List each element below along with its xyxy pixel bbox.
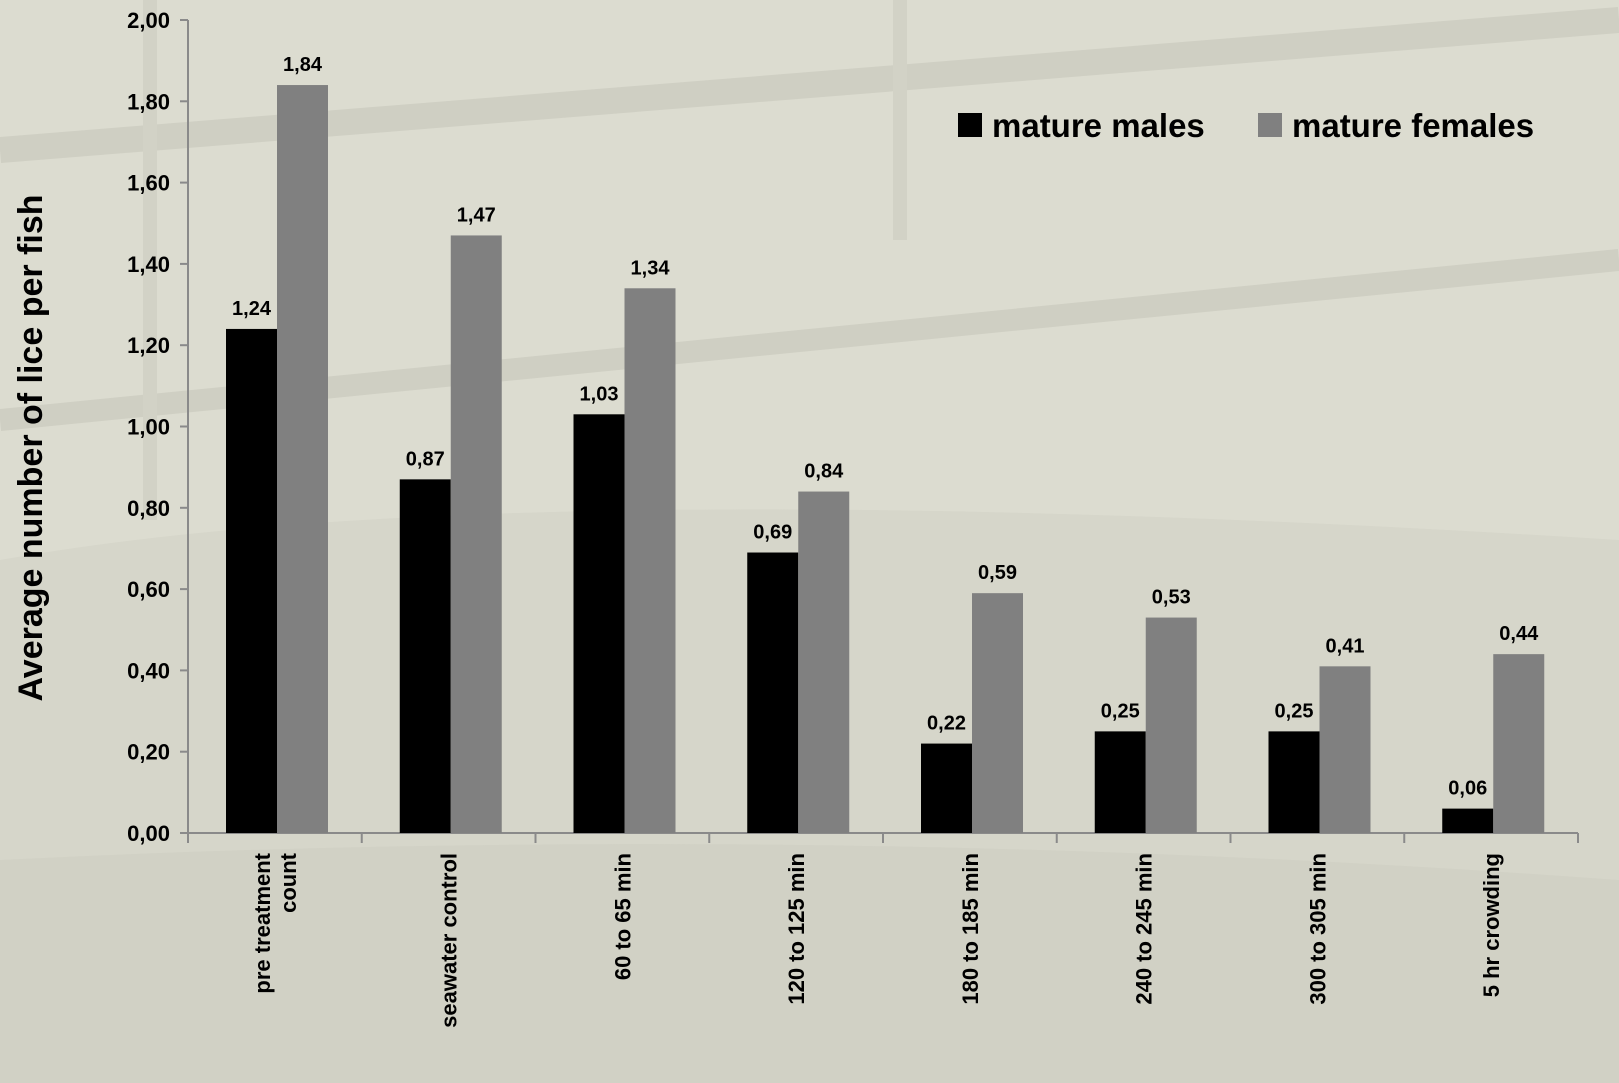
data-label: 0,44 bbox=[1499, 623, 1539, 645]
legend-swatch bbox=[1258, 113, 1282, 137]
data-label: 0,41 bbox=[1326, 635, 1365, 657]
data-label: 0,25 bbox=[1275, 700, 1314, 722]
legend: mature males mature females bbox=[958, 107, 1534, 144]
x-category-label: count bbox=[276, 852, 301, 913]
bar-mature-males bbox=[1442, 808, 1494, 833]
bar-mature-males bbox=[226, 328, 277, 833]
y-tick-label: 1,60 bbox=[127, 171, 170, 196]
bar-mature-males bbox=[573, 414, 625, 833]
bar-mature-females bbox=[798, 491, 850, 833]
legend-entry: mature females bbox=[1292, 107, 1534, 144]
y-tick-label: 0,40 bbox=[127, 658, 170, 683]
y-tick-label: 1,20 bbox=[127, 333, 170, 358]
data-label: 0,22 bbox=[927, 713, 966, 735]
data-label: 0,06 bbox=[1448, 778, 1487, 800]
x-category-label: 60 to 65 min bbox=[610, 853, 635, 980]
data-label: 0,69 bbox=[753, 522, 792, 544]
x-category-label: 180 to 185 min bbox=[958, 853, 983, 1005]
bar-mature-females bbox=[972, 593, 1023, 833]
x-category-label: 120 to 125 min bbox=[784, 853, 809, 1005]
data-label: 1,34 bbox=[631, 257, 671, 279]
bar-mature-females bbox=[450, 235, 502, 833]
data-label: 0,59 bbox=[978, 562, 1017, 584]
data-label: 0,25 bbox=[1101, 700, 1140, 722]
bar-mature-males bbox=[399, 479, 451, 833]
y-tick-label: 2,00 bbox=[127, 8, 170, 33]
data-label: 1,03 bbox=[580, 383, 619, 405]
plot-area: 0,00 0,20 0,40 0,60 0,80 1,00 1,20 1,40 1,60 1,80… bbox=[127, 8, 1579, 1028]
bar-mature-females bbox=[277, 85, 328, 834]
y-axis-label: Average number of lice per fish bbox=[12, 195, 50, 702]
y-tick-label: 1,40 bbox=[127, 252, 170, 277]
x-category-label: seawater control bbox=[437, 853, 462, 1028]
x-category-label: 5 hr crowding bbox=[1479, 853, 1504, 997]
bar-mature-males bbox=[921, 743, 972, 833]
x-category-label: pre treatment bbox=[250, 852, 275, 993]
bar-mature-males bbox=[747, 552, 799, 833]
y-axis-title: Average number of lice per fish bbox=[12, 195, 50, 702]
data-label: 0,84 bbox=[804, 461, 844, 483]
y-tick-label: 1,00 bbox=[127, 415, 170, 440]
bar-mature-males bbox=[1094, 731, 1146, 833]
x-category-label: 240 to 245 min bbox=[1132, 853, 1157, 1005]
y-tick-label: 0,80 bbox=[127, 496, 170, 521]
data-label: 0,53 bbox=[1152, 587, 1191, 609]
data-label: 1,84 bbox=[283, 54, 323, 76]
legend-entry: mature males bbox=[992, 107, 1205, 144]
data-label: 1,24 bbox=[232, 298, 272, 320]
y-tick-label: 0,00 bbox=[127, 821, 170, 846]
y-tick-label: 0,20 bbox=[127, 740, 170, 765]
y-tick-label: 1,80 bbox=[127, 89, 170, 114]
data-label: 1,47 bbox=[457, 204, 496, 226]
legend-swatch bbox=[958, 113, 982, 137]
bar-mature-females bbox=[1319, 666, 1371, 833]
x-category-label: 300 to 305 min bbox=[1305, 853, 1330, 1005]
data-label: 0,87 bbox=[406, 448, 445, 470]
bar-mature-females bbox=[1493, 654, 1545, 833]
bar-mature-females bbox=[1145, 617, 1197, 833]
bar-mature-males bbox=[1268, 731, 1320, 833]
bar-mature-females bbox=[624, 288, 676, 833]
y-tick-label: 0,60 bbox=[127, 577, 170, 602]
